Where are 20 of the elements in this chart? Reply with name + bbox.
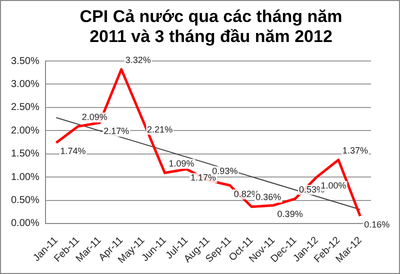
y-tick-label: 2.50%: [10, 102, 40, 114]
data-label: 0.39%: [277, 208, 303, 219]
y-tick-label: 1.50%: [10, 148, 40, 160]
y-tick-label: 0.00%: [10, 218, 40, 230]
data-label: 0.16%: [364, 220, 390, 230]
y-tick-label: 3.00%: [10, 78, 40, 90]
y-tick-label: 1.00%: [10, 172, 40, 183]
data-label: 0.93%: [212, 166, 238, 176]
data-label: 3.32%: [125, 54, 151, 65]
chart-title: CPI Cả nước qua các tháng năm 2011 và 3 tháng đầu năm 2012: [78, 7, 344, 47]
data-label: 2.09%: [82, 112, 108, 122]
data-label: 1.09%: [168, 158, 194, 168]
data-label: 2.21%: [147, 124, 173, 134]
data-label: 1.17%: [190, 172, 216, 183]
y-tick-label: 2.00%: [10, 125, 40, 136]
data-label: 2.17%: [104, 126, 130, 136]
data-label: 1.74%: [60, 146, 86, 156]
data-label: 1.37%: [342, 145, 368, 156]
y-tick-label: 0.50%: [10, 195, 40, 206]
y-tick-label: 3.50%: [10, 56, 40, 67]
